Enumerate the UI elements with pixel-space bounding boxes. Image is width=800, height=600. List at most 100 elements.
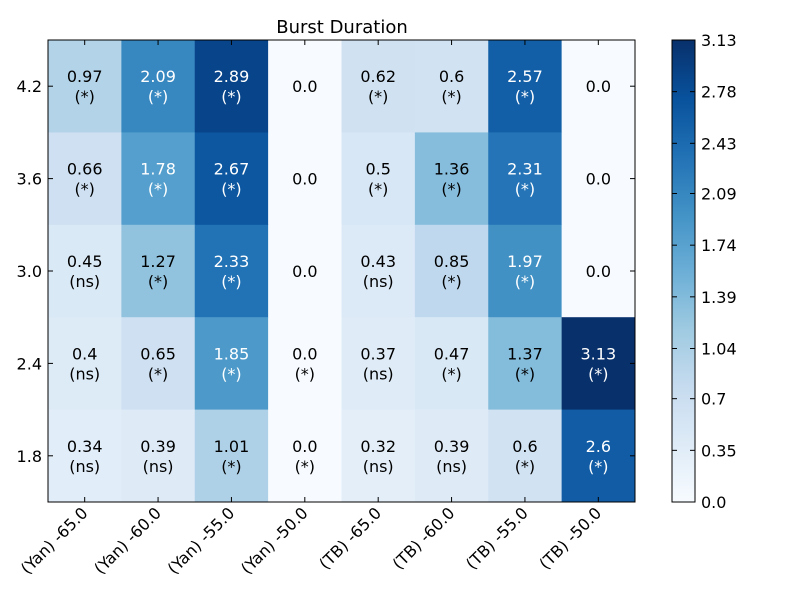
heatmap-cell: [194, 132, 269, 226]
cell-value-label: 0.97: [67, 67, 103, 86]
heatmap-cell: [488, 40, 563, 133]
y-tick-label: 3.0: [17, 262, 42, 281]
heatmap-cell: [488, 224, 563, 318]
heatmap-cell: [414, 224, 489, 318]
heatmap-cell: [414, 132, 489, 226]
heatmap-cell: [121, 132, 196, 226]
cell-value-label: 0.6: [512, 437, 537, 456]
cell-significance-label: (*): [221, 364, 241, 383]
colorbar-tick-label: 0.7: [701, 390, 726, 409]
cell-value-label: 0.45: [67, 252, 103, 271]
x-tick-label: (TB) -55.0: [462, 503, 532, 573]
cell-value-label: 0.0: [292, 170, 317, 189]
cell-value-label: 1.01: [214, 437, 250, 456]
heatmap-cell: [414, 40, 489, 133]
cell-significance-label: (*): [221, 180, 241, 199]
cell-value-label: 0.39: [140, 437, 176, 456]
heatmap-cell: [414, 317, 489, 411]
cell-significance-label: (ns): [143, 457, 174, 476]
cell-significance-label: (*): [221, 87, 241, 106]
cell-value-label: 2.33: [214, 252, 250, 271]
cell-significance-label: (*): [295, 457, 315, 476]
cell-significance-label: (ns): [69, 364, 100, 383]
heatmap-cell: [561, 317, 636, 411]
heatmap-cell: [488, 132, 563, 226]
heatmap-cell: [48, 317, 122, 411]
heatmap-cell: [488, 317, 563, 411]
x-tick-label: (TB) -60.0: [389, 503, 459, 573]
x-tick-label: (TB) -50.0: [535, 503, 605, 573]
heatmap-cell: [268, 317, 342, 411]
cell-significance-label: (ns): [69, 457, 100, 476]
heatmap-cell: [341, 40, 416, 133]
y-tick-label: 2.4: [17, 354, 42, 373]
cell-value-label: 0.0: [586, 262, 611, 281]
cell-value-label: 2.89: [214, 67, 250, 86]
heatmap-cell: [268, 40, 342, 133]
cell-value-label: 0.6: [439, 67, 464, 86]
cell-value-label: 0.37: [360, 344, 396, 363]
cell-value-label: 0.66: [67, 160, 103, 179]
cell-significance-label: (*): [515, 272, 535, 291]
cell-value-label: 1.78: [140, 160, 176, 179]
cell-value-label: 0.39: [434, 437, 470, 456]
x-tick-label: (TB) -65.0: [315, 503, 385, 573]
cell-value-label: 2.09: [140, 67, 176, 86]
cell-significance-label: (*): [515, 457, 535, 476]
cell-significance-label: (*): [588, 457, 608, 476]
cell-significance-label: (ns): [69, 272, 100, 291]
heatmap-cell: [341, 224, 416, 318]
heatmap-cell: [48, 132, 122, 226]
colorbar-tick-label: 2.78: [701, 83, 737, 102]
cell-value-label: 1.36: [434, 160, 470, 179]
heatmap-cell: [268, 224, 342, 318]
cell-significance-label: (ns): [363, 457, 394, 476]
x-tick-label: (Yan) -60.0: [90, 503, 165, 578]
cell-significance-label: (ns): [436, 457, 467, 476]
cell-significance-label: (*): [368, 180, 388, 199]
cell-significance-label: (ns): [363, 364, 394, 383]
cell-significance-label: (*): [74, 87, 94, 106]
cell-value-label: 0.43: [360, 252, 396, 271]
cell-value-label: 1.85: [214, 344, 250, 363]
heatmap-cell: [121, 409, 196, 503]
cell-significance-label: (*): [441, 87, 461, 106]
heatmap-cell: [194, 317, 269, 411]
cell-value-label: 0.32: [360, 437, 396, 456]
x-tick-label: (Yan) -50.0: [237, 503, 312, 578]
cell-significance-label: (ns): [363, 272, 394, 291]
cell-value-label: 0.0: [292, 77, 317, 96]
heatmap-cell: [194, 40, 269, 133]
colorbar-tick-label: 2.09: [701, 185, 737, 204]
colorbar-tick-label: 0.35: [701, 441, 737, 460]
cell-value-label: 2.6: [586, 437, 611, 456]
heatmap-cell: [268, 409, 342, 503]
cell-value-label: 0.4: [72, 344, 97, 363]
colorbar-tick-label: 0.0: [701, 493, 726, 512]
cell-value-label: 0.0: [292, 437, 317, 456]
heatmap-cell: [48, 40, 122, 133]
chart-title: Burst Duration: [276, 17, 408, 38]
cell-value-label: 0.47: [434, 344, 470, 363]
y-tick-label: 3.6: [17, 170, 42, 189]
cell-value-label: 0.62: [360, 67, 396, 86]
cell-significance-label: (*): [221, 457, 241, 476]
cell-significance-label: (*): [441, 180, 461, 199]
cell-significance-label: (*): [588, 364, 608, 383]
cell-value-label: 0.0: [292, 262, 317, 281]
cell-value-label: 0.65: [140, 344, 176, 363]
colorbar-axis: 0.0 0.35 0.7 1.04 1.39 1.74 2.09 2.43 2.78 3.13: [672, 31, 737, 512]
y-tick-label: 4.2: [17, 77, 42, 96]
colorbar-tick-label: 3.13: [701, 31, 737, 50]
heatmap-cell: [268, 132, 342, 226]
cell-value-label: 1.97: [507, 252, 543, 271]
cell-significance-label: (*): [441, 364, 461, 383]
heatmap-cell: [121, 317, 196, 411]
cell-value-label: 0.34: [67, 437, 103, 456]
heatmap-cell: [121, 40, 196, 133]
heatmap-cells: [48, 40, 636, 503]
cell-value-label: 2.31: [507, 160, 543, 179]
cell-significance-label: (*): [515, 180, 535, 199]
cell-value-label: 2.57: [507, 67, 543, 86]
